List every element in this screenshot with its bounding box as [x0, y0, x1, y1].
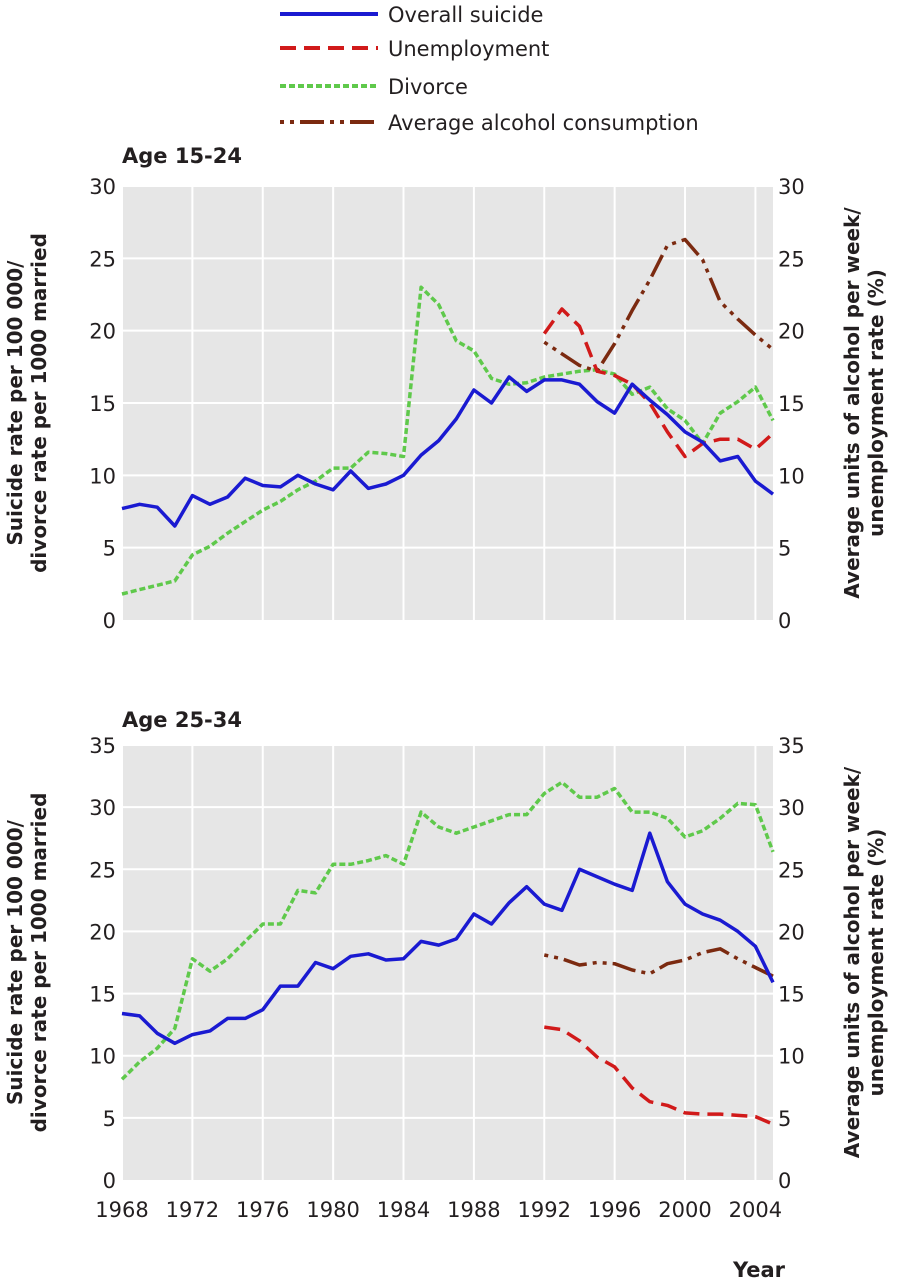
y-tick-label-left: 35 — [89, 734, 116, 758]
y-axis-title-right-line: unemployment rate (%) — [864, 269, 888, 537]
y-tick-label-right: 0 — [778, 609, 791, 633]
x-tick-label: 1976 — [236, 1198, 289, 1222]
y-axis-title-left-line: divorce rate per 1000 married — [27, 793, 51, 1133]
series-line-unemployment — [542, 307, 775, 459]
y-tick-label-right: 20 — [778, 320, 805, 344]
y-tick-label-left: 20 — [89, 320, 116, 344]
x-tick-label: 2000 — [658, 1198, 711, 1222]
y-tick-label-left: 25 — [89, 247, 116, 271]
y-tick-label-left: 30 — [89, 796, 116, 820]
x-tick-label: 1996 — [588, 1198, 641, 1222]
legend: Overall suicide Unemployment Divorce Ave… — [280, 3, 699, 135]
x-tick-label: 1972 — [166, 1198, 219, 1222]
y-tick-label-left: 5 — [103, 537, 116, 561]
y-axis-title-left: Suicide rate per 100 000/divorce rate pe… — [3, 793, 51, 1133]
y-tick-label-left: 5 — [103, 1107, 116, 1131]
y-axis-title-right-line: unemployment rate (%) — [864, 829, 888, 1097]
x-tick-label: 1980 — [306, 1198, 359, 1222]
y-tick-label-right: 30 — [778, 175, 805, 199]
y-tick-label-left: 10 — [89, 1045, 116, 1069]
y-tick-label-right: 20 — [778, 920, 805, 944]
y-axis-title-left-line: Suicide rate per 100 000/ — [3, 819, 27, 1105]
x-axis-title: Year — [732, 1258, 786, 1280]
y-axis-title-left-line: divorce rate per 1000 married — [27, 233, 51, 573]
y-axis-title-right: Average units of alcohol per week/unempl… — [840, 766, 888, 1158]
x-tick-label: 2004 — [729, 1198, 782, 1222]
legend-label-suicide: Overall suicide — [388, 3, 543, 27]
chart-panel-age-15-24: 0 0 5 5 10 10 15 15 20 20 25 25 30 30 Suicide rate per… — [3, 175, 888, 633]
y-axis-title-right-line: Average units of alcohol per week/ — [840, 207, 864, 599]
y-tick-label-right: 10 — [778, 1045, 805, 1069]
legend-label-alcohol: Average alcohol consumption — [388, 111, 699, 135]
y-tick-label-right: 25 — [778, 858, 805, 882]
y-tick-label-right: 5 — [778, 537, 791, 561]
legend-label-unemployment: Unemployment — [388, 37, 549, 61]
series-line-alcohol — [543, 947, 774, 978]
y-axis-title-left-line: Suicide rate per 100 000/ — [3, 260, 27, 546]
series-line-suicide — [121, 831, 775, 1046]
y-tick-label-left: 10 — [89, 464, 116, 488]
x-tick-label: 1968 — [95, 1198, 148, 1222]
y-tick-label-left: 15 — [89, 392, 116, 416]
y-tick-label-right: 35 — [778, 734, 805, 758]
series-line-divorce — [120, 780, 775, 1081]
y-tick-label-left: 15 — [89, 983, 116, 1007]
y-axis-title-right: Average units of alcohol per week/unempl… — [840, 207, 888, 599]
series-line-alcohol — [543, 237, 775, 373]
chart-panel-age-25-34: 0 0 5 5 10 10 15 15 20 20 25 25 30 30 35 35 1968 1972 1976… — [3, 734, 888, 1222]
y-tick-label-right: 25 — [778, 247, 805, 271]
y-axis-title-right-line: Average units of alcohol per week/ — [840, 766, 864, 1158]
series-line-suicide — [121, 375, 775, 528]
y-tick-label-right: 5 — [778, 1107, 791, 1131]
series-line-unemployment — [544, 1025, 774, 1126]
y-tick-label-right: 30 — [778, 796, 805, 820]
series-line-divorce — [121, 285, 775, 596]
x-tick-label: 1988 — [447, 1198, 500, 1222]
x-tick-label: 1992 — [518, 1198, 571, 1222]
y-axis-title-left: Suicide rate per 100 000/divorce rate pe… — [3, 233, 51, 573]
y-tick-label-left: 0 — [103, 609, 116, 633]
y-tick-label-left: 0 — [103, 1169, 116, 1193]
y-tick-label-right: 10 — [778, 464, 805, 488]
y-tick-label-left: 30 — [89, 175, 116, 199]
x-tick-label: 1984 — [377, 1198, 430, 1222]
legend-label-divorce: Divorce — [388, 75, 468, 99]
y-tick-label-right: 15 — [778, 392, 805, 416]
y-tick-label-left: 20 — [89, 920, 116, 944]
y-tick-label-right: 15 — [778, 983, 805, 1007]
y-tick-label-left: 25 — [89, 858, 116, 882]
panel-title-age-25-34: Age 25-34 — [122, 708, 242, 732]
y-tick-label-right: 0 — [778, 1169, 791, 1193]
panel-title-age-15-24: Age 15-24 — [122, 144, 242, 168]
